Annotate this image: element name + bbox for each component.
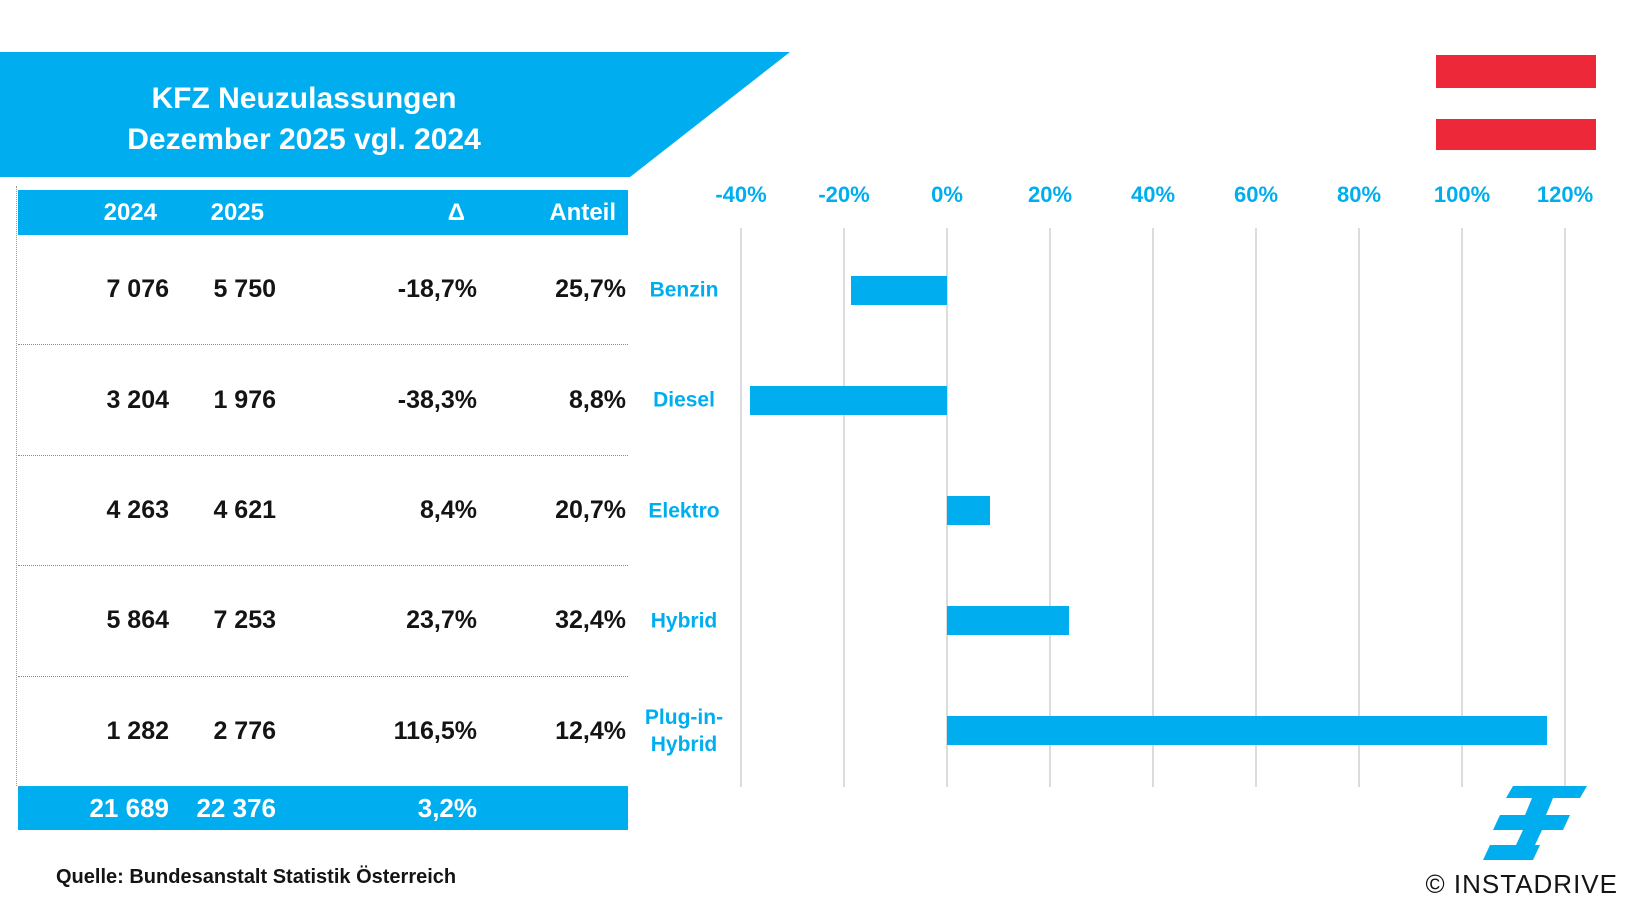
- total-2025: 22 376: [196, 793, 276, 823]
- axis-tick-label: 0%: [931, 182, 963, 207]
- flag-red-stripe-top: [1436, 55, 1596, 88]
- cell-2025: 7 253: [213, 606, 276, 635]
- bar-elektro: [947, 496, 991, 525]
- cell-delta: 8,4%: [420, 496, 477, 525]
- axis-tick-label: 60%: [1233, 182, 1279, 207]
- table-row-plugin-hybrid: 1 282 2 776 116,5% 12,4%: [18, 675, 628, 786]
- table-body: 7 076 5 750 -18,7% 25,7% 3 204 1 976 -38…: [18, 235, 628, 786]
- table-left-dotted-border: [16, 186, 17, 786]
- axis-tick-label: 120%: [1536, 182, 1594, 207]
- title-line-1: KFZ Neuzulassungen: [151, 82, 457, 115]
- cell-anteil: 12,4%: [555, 716, 626, 745]
- cell-anteil: 20,7%: [555, 496, 626, 525]
- gridline: [1461, 228, 1463, 787]
- cell-anteil: 25,7%: [555, 275, 626, 304]
- gridline: [740, 228, 742, 787]
- gridline: [1564, 228, 1566, 787]
- bar-hybrid: [947, 606, 1070, 636]
- title-banner: KFZ Neuzulassungen Dezember 2025 vgl. 20…: [0, 52, 790, 177]
- gridline: [1049, 228, 1051, 787]
- flag-red-stripe-bottom: [1436, 119, 1596, 150]
- cell-2025: 5 750: [213, 275, 276, 304]
- axis-tick-label: -40%: [715, 182, 767, 207]
- table-row-benzin: 7 076 5 750 -18,7% 25,7%: [18, 235, 628, 344]
- category-label-hybrid: Hybrid: [650, 609, 718, 633]
- gridline: [1358, 228, 1360, 787]
- table-row-elektro: 4 263 4 621 8,4% 20,7%: [18, 454, 628, 565]
- cell-2025: 2 776: [213, 716, 276, 745]
- cell-2024: 7 076: [106, 275, 169, 304]
- cell-2024: 5 864: [106, 606, 169, 635]
- gridline: [1152, 228, 1154, 787]
- column-header-anteil: Anteil: [549, 198, 616, 226]
- cell-delta: 116,5%: [393, 716, 477, 745]
- title-line-2: Dezember 2025 vgl. 2024: [127, 123, 481, 156]
- cell-delta: -38,3%: [397, 385, 477, 414]
- cell-delta: -18,7%: [397, 275, 477, 304]
- category-label-plugin-hybrid: Plug-in- Hybrid: [644, 705, 724, 756]
- table-total-row: 21 689 22 376 3,2%: [18, 786, 628, 830]
- gridline: [843, 228, 845, 787]
- cell-delta: 23,7%: [406, 606, 477, 635]
- cell-anteil: 32,4%: [555, 606, 626, 635]
- axis-tick-label: 100%: [1433, 182, 1491, 207]
- total-2024: 21 689: [89, 793, 169, 823]
- total-delta: 3,2%: [417, 793, 477, 823]
- bar-diesel: [749, 385, 947, 415]
- gridline: [1255, 228, 1257, 787]
- cell-2024: 1 282: [106, 716, 169, 745]
- axis-tick-label: 80%: [1336, 182, 1382, 207]
- instadrive-logo-icon: [1483, 786, 1587, 860]
- source-note: Quelle: Bundesanstalt Statistik Österrei…: [56, 866, 457, 888]
- column-header-delta: Δ: [447, 198, 465, 226]
- cell-2024: 4 263: [106, 496, 169, 525]
- copyright-text: © INSTADRIVE: [1425, 869, 1618, 899]
- bar-plugin-hybrid: [947, 716, 1547, 746]
- axis-tick-label: -20%: [818, 182, 870, 207]
- category-label-benzin: Benzin: [649, 278, 719, 302]
- cell-2024: 3 204: [106, 385, 169, 414]
- table-header-row: 2024 2025 Δ Anteil: [18, 190, 628, 235]
- cell-2025: 4 621: [213, 496, 276, 525]
- axis-tick-label: 40%: [1130, 182, 1176, 207]
- page-title: KFZ Neuzulassungen Dezember 2025 vgl. 20…: [0, 78, 608, 160]
- cell-anteil: 8,8%: [569, 385, 626, 414]
- category-label-elektro: Elektro: [648, 499, 720, 522]
- axis-tick-label: 20%: [1027, 182, 1073, 207]
- column-header-2024: 2024: [103, 198, 157, 226]
- cell-2025: 1 976: [213, 385, 276, 414]
- column-header-2025: 2025: [210, 198, 264, 226]
- table-row-diesel: 3 204 1 976 -38,3% 8,8%: [18, 344, 628, 454]
- bar-benzin: [850, 275, 947, 305]
- table-row-hybrid: 5 864 7 253 23,7% 32,4%: [18, 565, 628, 675]
- austria-flag-icon: [1436, 55, 1596, 150]
- category-label-diesel: Diesel: [653, 388, 715, 412]
